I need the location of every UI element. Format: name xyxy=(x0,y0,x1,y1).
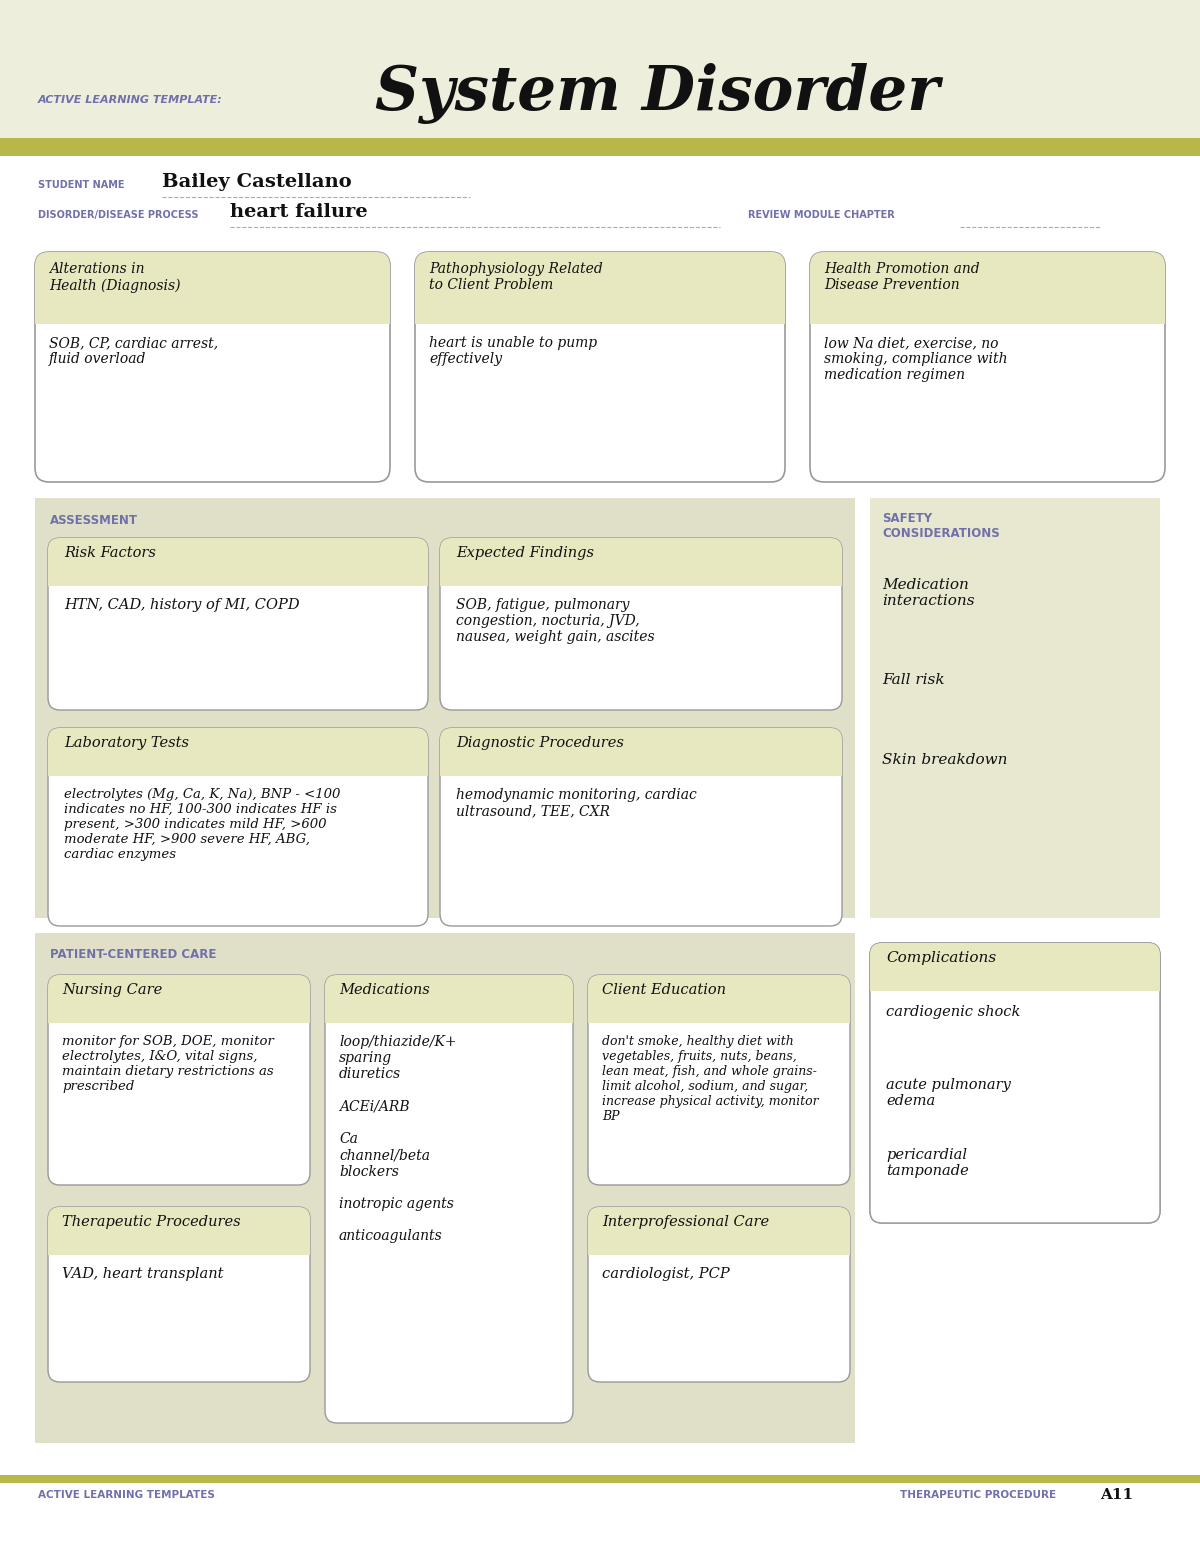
Text: Skin breakdown: Skin breakdown xyxy=(882,753,1008,767)
Text: ACTIVE LEARNING TEMPLATE:: ACTIVE LEARNING TEMPLATE: xyxy=(38,95,223,106)
Text: REVIEW MODULE CHAPTER: REVIEW MODULE CHAPTER xyxy=(748,210,895,221)
FancyBboxPatch shape xyxy=(810,252,1165,481)
FancyBboxPatch shape xyxy=(325,975,574,1423)
Text: SAFETY
CONSIDERATIONS: SAFETY CONSIDERATIONS xyxy=(882,512,1000,540)
FancyBboxPatch shape xyxy=(48,1207,310,1382)
Text: HTN, CAD, history of MI, COPD: HTN, CAD, history of MI, COPD xyxy=(64,598,300,612)
Bar xyxy=(35,499,854,918)
FancyBboxPatch shape xyxy=(870,943,1160,1224)
Bar xyxy=(588,1241,850,1255)
Bar xyxy=(588,1009,850,1023)
FancyBboxPatch shape xyxy=(440,537,842,585)
Bar xyxy=(48,1241,310,1255)
Text: Medication
interactions: Medication interactions xyxy=(882,578,974,609)
Bar xyxy=(0,138,1200,148)
Text: Client Education: Client Education xyxy=(602,983,726,997)
FancyBboxPatch shape xyxy=(440,728,842,926)
FancyBboxPatch shape xyxy=(48,975,310,1185)
Bar xyxy=(415,311,785,325)
Text: low Na diet, exercise, no
smoking, compliance with
medication regimen: low Na diet, exercise, no smoking, compl… xyxy=(824,335,1008,382)
Bar xyxy=(0,148,1200,155)
Text: don't smoke, healthy diet with
vegetables, fruits, nuts, beans,
lean meat, fish,: don't smoke, healthy diet with vegetable… xyxy=(602,1034,818,1123)
Text: acute pulmonary
edema: acute pulmonary edema xyxy=(886,1078,1010,1109)
Text: Health Promotion and
Disease Prevention: Health Promotion and Disease Prevention xyxy=(824,262,979,292)
FancyBboxPatch shape xyxy=(415,252,785,325)
Text: DISORDER/DISEASE PROCESS: DISORDER/DISEASE PROCESS xyxy=(38,210,198,221)
FancyBboxPatch shape xyxy=(48,537,428,585)
Text: cardiogenic shock: cardiogenic shock xyxy=(886,1005,1020,1019)
Bar xyxy=(810,311,1165,325)
Bar xyxy=(48,763,428,776)
Text: heart failure: heart failure xyxy=(230,203,367,221)
Text: Pathophysiology Related
to Client Problem: Pathophysiology Related to Client Proble… xyxy=(430,262,602,292)
Text: PATIENT-CENTERED CARE: PATIENT-CENTERED CARE xyxy=(50,949,216,961)
FancyBboxPatch shape xyxy=(35,252,390,481)
FancyBboxPatch shape xyxy=(325,975,574,1023)
Text: hemodynamic monitoring, cardiac
ultrasound, TEE, CXR: hemodynamic monitoring, cardiac ultrasou… xyxy=(456,787,697,818)
Text: Medications: Medications xyxy=(340,983,430,997)
FancyBboxPatch shape xyxy=(35,252,390,325)
Text: Nursing Care: Nursing Care xyxy=(62,983,162,997)
Bar xyxy=(870,499,1160,918)
Bar xyxy=(48,572,428,585)
FancyBboxPatch shape xyxy=(440,728,842,776)
Text: Laboratory Tests: Laboratory Tests xyxy=(64,736,190,750)
Text: Interprofessional Care: Interprofessional Care xyxy=(602,1214,769,1228)
Text: Fall risk: Fall risk xyxy=(882,672,944,686)
Text: A11: A11 xyxy=(1100,1488,1133,1502)
FancyBboxPatch shape xyxy=(48,975,310,1023)
FancyBboxPatch shape xyxy=(870,943,1160,991)
Bar xyxy=(0,0,1200,148)
FancyBboxPatch shape xyxy=(588,975,850,1185)
Bar xyxy=(0,1475,1200,1483)
Text: Complications: Complications xyxy=(886,950,996,964)
FancyBboxPatch shape xyxy=(48,728,428,776)
FancyBboxPatch shape xyxy=(810,252,1165,325)
FancyBboxPatch shape xyxy=(588,975,850,1023)
Text: heart is unable to pump
effectively: heart is unable to pump effectively xyxy=(430,335,598,367)
Text: Risk Factors: Risk Factors xyxy=(64,547,156,561)
Bar xyxy=(440,763,842,776)
Text: Therapeutic Procedures: Therapeutic Procedures xyxy=(62,1214,241,1228)
Bar xyxy=(48,1009,310,1023)
Text: loop/thiazide/K+
sparing
diuretics

ACEi/ARB

Ca
channel/beta
blockers

inotropi: loop/thiazide/K+ sparing diuretics ACEi/… xyxy=(340,1034,456,1244)
FancyBboxPatch shape xyxy=(870,943,1160,1224)
Text: VAD, heart transplant: VAD, heart transplant xyxy=(62,1267,223,1281)
Text: ACTIVE LEARNING TEMPLATES: ACTIVE LEARNING TEMPLATES xyxy=(38,1489,215,1500)
FancyBboxPatch shape xyxy=(588,1207,850,1255)
FancyBboxPatch shape xyxy=(588,1207,850,1382)
Bar xyxy=(870,977,1160,991)
Text: ASSESSMENT: ASSESSMENT xyxy=(50,514,138,526)
Text: monitor for SOB, DOE, monitor
electrolytes, I&O, vital signs,
maintain dietary r: monitor for SOB, DOE, monitor electrolyt… xyxy=(62,1034,274,1093)
FancyBboxPatch shape xyxy=(48,537,428,710)
Text: Expected Findings: Expected Findings xyxy=(456,547,594,561)
Text: cardiologist, PCP: cardiologist, PCP xyxy=(602,1267,730,1281)
Text: Bailey Castellano: Bailey Castellano xyxy=(162,172,352,191)
FancyBboxPatch shape xyxy=(48,728,428,926)
Text: System Disorder: System Disorder xyxy=(374,64,940,124)
Text: SOB, CP, cardiac arrest,
fluid overload: SOB, CP, cardiac arrest, fluid overload xyxy=(49,335,218,367)
FancyBboxPatch shape xyxy=(440,537,842,710)
Text: STUDENT NAME: STUDENT NAME xyxy=(38,180,125,189)
Bar xyxy=(325,1009,574,1023)
Text: electrolytes (Mg, Ca, K, Na), BNP - <100
indicates no HF, 100-300 indicates HF i: electrolytes (Mg, Ca, K, Na), BNP - <100… xyxy=(64,787,341,860)
Text: SOB, fatigue, pulmonary
congestion, nocturia, JVD,
nausea, weight gain, ascites: SOB, fatigue, pulmonary congestion, noct… xyxy=(456,598,655,644)
Text: THERAPEUTIC PROCEDURE: THERAPEUTIC PROCEDURE xyxy=(900,1489,1056,1500)
Text: pericardial
tamponade: pericardial tamponade xyxy=(886,1148,968,1179)
Text: Alterations in
Health (Diagnosis): Alterations in Health (Diagnosis) xyxy=(49,262,180,292)
Text: Diagnostic Procedures: Diagnostic Procedures xyxy=(456,736,624,750)
Bar xyxy=(35,933,854,1443)
FancyBboxPatch shape xyxy=(415,252,785,481)
Bar xyxy=(440,572,842,585)
Bar xyxy=(35,311,390,325)
FancyBboxPatch shape xyxy=(48,1207,310,1255)
